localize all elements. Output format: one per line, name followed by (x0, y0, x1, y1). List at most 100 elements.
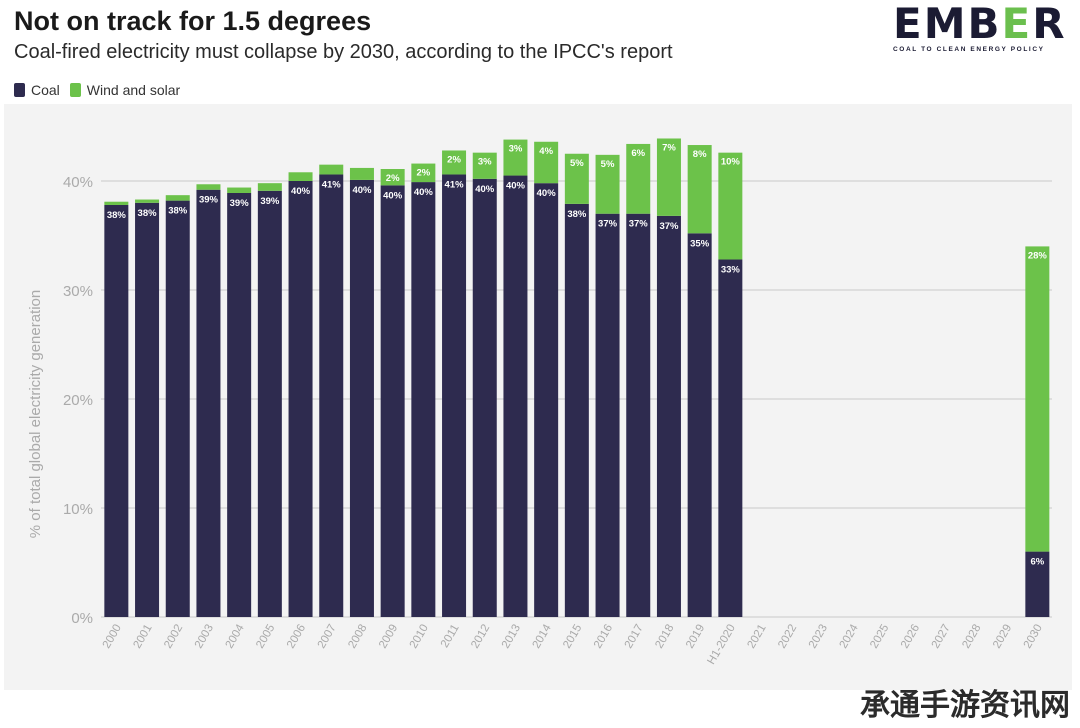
data-label-coal: 38% (567, 209, 587, 220)
bar-coal (503, 175, 528, 618)
bar-wind-solar (687, 145, 712, 234)
x-tick-label: 2019 (684, 623, 707, 651)
x-tick-label: 2017 (623, 623, 646, 651)
x-tick-label: 2000 (101, 623, 124, 651)
bar-coal (718, 259, 743, 617)
data-label-coal: 35% (690, 238, 710, 249)
data-label-coal: 40% (414, 187, 434, 198)
bar-coal (1025, 551, 1050, 617)
data-label-coal: 37% (629, 219, 649, 230)
logo-word-start: EMB (893, 0, 1002, 48)
logo-word-end: R (1032, 0, 1067, 48)
x-tick-label: 2022 (776, 623, 799, 651)
data-label-coal: 41% (445, 179, 465, 190)
bar-wind-solar (595, 154, 620, 214)
data-label-wind-solar: 3% (478, 157, 492, 168)
x-tick-label: 2015 (561, 623, 584, 651)
data-label-coal: 40% (475, 184, 495, 195)
chart-subtitle: Coal-fired electricity must collapse by … (14, 41, 673, 63)
legend-swatch-coal (14, 83, 25, 97)
chart-area: 0% 10% 20% 30% 40% % of total global electric… (4, 104, 1072, 690)
x-tick-label: 2001 (131, 623, 154, 651)
bar-coal (687, 233, 712, 617)
bar-coal (595, 213, 620, 617)
data-label-coal: 41% (322, 179, 342, 190)
x-tick-label: 2004 (224, 622, 247, 651)
bar-coal (104, 204, 129, 617)
x-tick-label: 2028 (960, 623, 983, 651)
data-label-coal: 37% (598, 219, 618, 230)
bar-coal (349, 179, 374, 617)
chart-title: Not on track for 1.5 degrees (14, 6, 372, 36)
bar-wind-solar (1025, 246, 1050, 552)
data-label-wind-solar: 10% (721, 157, 741, 168)
bar-coal (626, 213, 651, 617)
bar-wind-solar (257, 183, 282, 191)
bar-coal (564, 203, 589, 617)
x-tick-label: 2025 (868, 623, 891, 651)
data-label-coal: 33% (721, 264, 741, 275)
data-label-wind-solar: 5% (570, 158, 584, 169)
data-label-wind-solar: 2% (386, 173, 400, 184)
bar-wind-solar (718, 152, 743, 260)
bar-wind-solar (656, 138, 681, 216)
x-tick-label: 2014 (531, 622, 554, 651)
bar-wind-solar (319, 164, 344, 175)
x-tick-label: 2018 (653, 623, 676, 651)
logo-wordmark: EMBER (893, 0, 1067, 48)
logo-tagline: COAL TO CLEAN ENERGY POLICY (893, 46, 1045, 53)
data-label-coal: 6% (1030, 557, 1044, 568)
x-tick-label: 2002 (162, 623, 185, 651)
y-tick-label: 10% (63, 501, 93, 518)
data-label-coal: 39% (199, 195, 219, 206)
bar-wind-solar (380, 169, 405, 186)
logo-word-accent: E (1001, 0, 1033, 48)
bar-wind-solar (626, 143, 651, 214)
chart-legend: Coal Wind and solar (14, 82, 190, 98)
data-label-wind-solar: 2% (447, 154, 461, 165)
bar-coal (135, 202, 160, 618)
x-tick-label: 2006 (285, 623, 308, 651)
data-label-wind-solar: 5% (601, 159, 615, 170)
bar-wind-solar (196, 184, 221, 190)
y-tick-label: 30% (63, 283, 93, 300)
x-tick-label: 2021 (745, 623, 768, 651)
bar-wind-solar (135, 199, 160, 203)
x-tick-label: H1-2020 (705, 623, 737, 667)
x-tick-label: 2012 (469, 623, 492, 651)
bar-wind-solar (442, 150, 467, 175)
data-label-wind-solar: 4% (539, 146, 553, 157)
stacked-bar-chart: 0% 10% 20% 30% 40% % of total global electric… (27, 138, 1052, 667)
bar-wind-solar (104, 201, 129, 205)
x-tick-label: 2027 (930, 623, 953, 651)
data-label-wind-solar: 8% (693, 149, 707, 160)
bar-coal (165, 200, 190, 617)
y-axis-title: % of total global electricity generation (27, 290, 44, 538)
bar-wind-solar (472, 152, 497, 179)
x-tick-label: 2007 (316, 623, 339, 651)
data-label-wind-solar: 6% (631, 148, 645, 159)
data-label-wind-solar: 2% (416, 168, 430, 179)
data-label-wind-solar: 7% (662, 142, 676, 153)
y-tick-label: 40% (63, 174, 93, 191)
bar-coal (319, 174, 344, 617)
bar-wind-solar (349, 167, 374, 180)
watermark-text: 承通手游资讯网 (860, 688, 1070, 723)
x-tick-label: 2026 (899, 623, 922, 651)
bar-wind-solar (534, 141, 559, 184)
x-tick-label: 2005 (254, 623, 277, 651)
data-label-coal: 39% (230, 198, 250, 209)
data-label-wind-solar: 3% (509, 144, 523, 155)
data-label-coal: 38% (107, 210, 127, 221)
data-label-wind-solar: 28% (1028, 250, 1048, 261)
bar-coal (472, 178, 497, 617)
data-label-coal: 38% (168, 206, 188, 217)
x-tick-label: 2003 (193, 623, 216, 651)
x-tick-label: 2024 (838, 622, 861, 651)
bar-coal (257, 190, 282, 617)
legend-swatch-wind-solar (69, 83, 81, 97)
legend-item-coal: Coal (14, 82, 60, 98)
y-tick-label: 0% (71, 610, 93, 627)
bar-wind-solar (288, 172, 313, 181)
data-label-coal: 39% (260, 196, 280, 207)
